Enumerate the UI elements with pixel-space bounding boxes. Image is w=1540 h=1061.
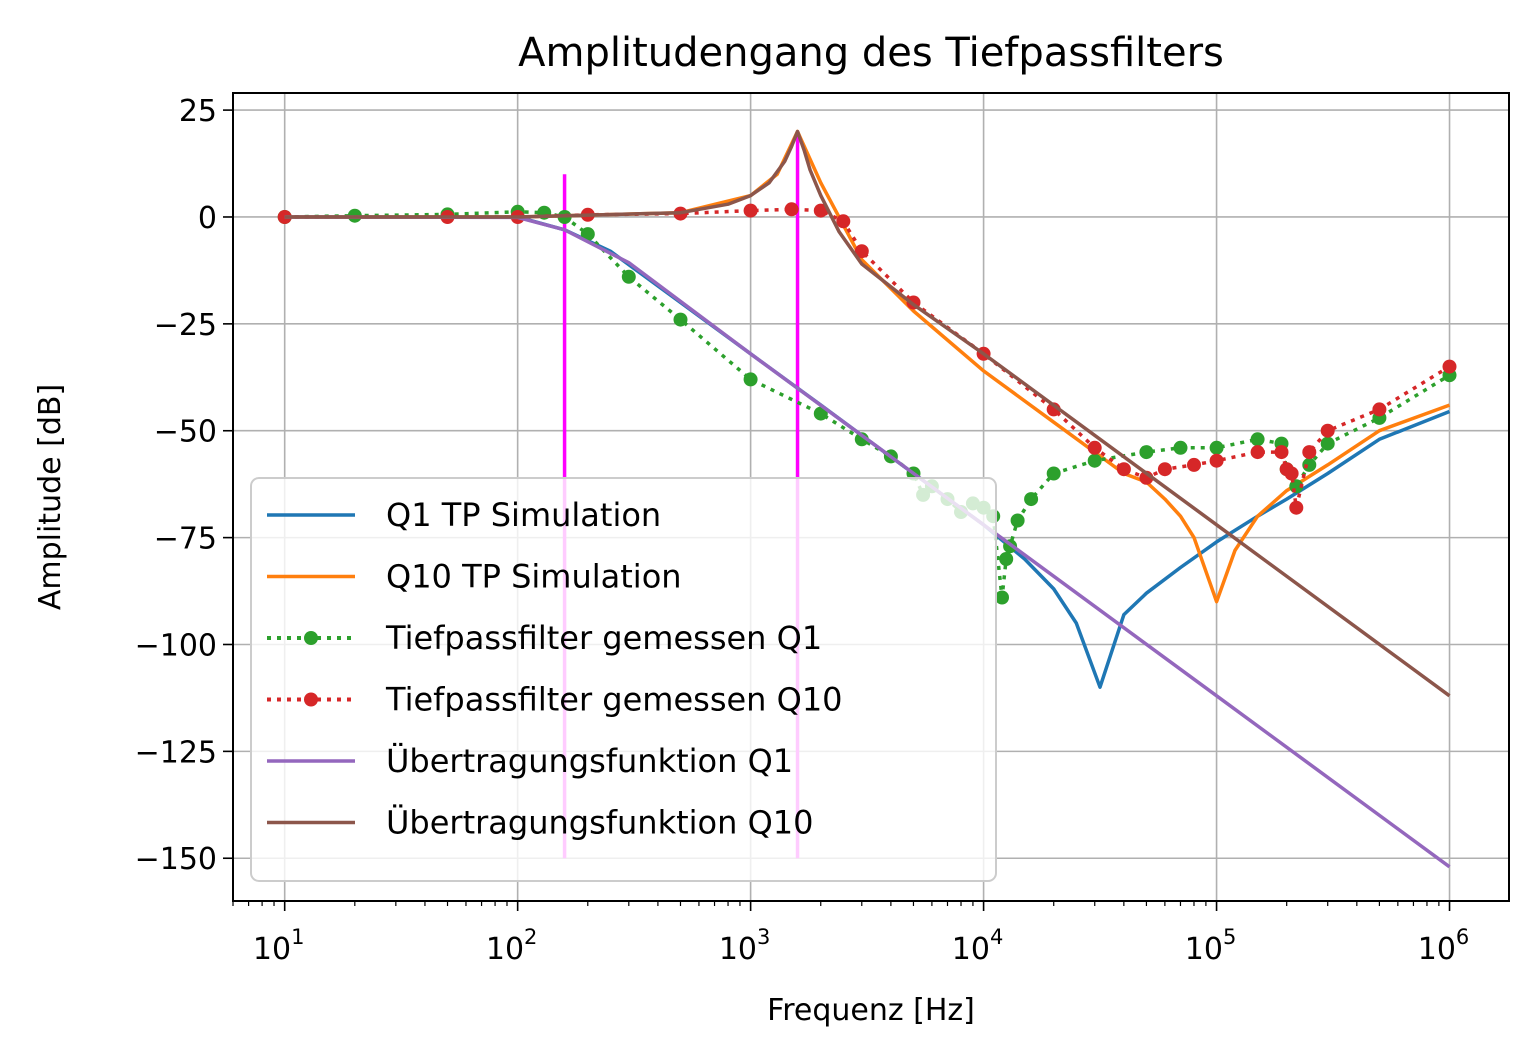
data-point [1046, 466, 1061, 481]
series-6 [284, 129, 1451, 698]
x-tick-label: 102 [486, 925, 538, 967]
data-point [1209, 453, 1224, 468]
data-point [1284, 466, 1299, 481]
data-point [1442, 359, 1457, 374]
y-tick-label: −125 [135, 735, 217, 770]
legend-label: Übertragungsfunktion Q1 [386, 742, 793, 780]
legend-item: Q10 TP Simulation [267, 558, 682, 596]
data-point [1087, 440, 1102, 455]
data-point [673, 312, 688, 327]
data-point [1302, 445, 1317, 460]
legend-item: Übertragungsfunktion Q10 [267, 804, 813, 842]
legend-item: Q1 TP Simulation [267, 496, 661, 534]
data-point [1289, 500, 1304, 515]
x-tick-label: 106 [1418, 925, 1470, 967]
legend-item: Übertragungsfunktion Q1 [267, 742, 793, 780]
data-point [1139, 445, 1154, 460]
data-point [1372, 402, 1387, 417]
axis-ticks: 101 102 103 104 105 106 25 0 −25 −50 −75 −100 −125 −1… [135, 94, 1470, 967]
data-point [1157, 462, 1172, 477]
data-point [784, 202, 799, 217]
legend-label: Übertragungsfunktion Q10 [386, 804, 813, 842]
data-point [1116, 462, 1131, 477]
data-point [1320, 436, 1335, 451]
x-tick-label: 101 [253, 925, 305, 967]
legend-item: Tiefpassfilter gemessen Q1 [267, 619, 822, 657]
y-tick-label: 25 [179, 94, 217, 129]
data-point [1250, 432, 1265, 447]
y-axis-label: Amplitude [dB] [33, 384, 68, 610]
legend-marker [304, 631, 318, 645]
data-point [854, 244, 869, 259]
y-tick-label: 0 [198, 201, 217, 236]
series-group [277, 129, 1457, 869]
legend: Q1 TP Simulation Q10 TP Simulation Tiefpas… [250, 477, 997, 882]
legend-label: Q1 TP Simulation [386, 496, 661, 534]
data-point [1302, 457, 1317, 472]
data-point [1209, 440, 1224, 455]
legend-label: Tiefpassfilter gemessen Q10 [385, 681, 843, 719]
data-point [580, 227, 595, 242]
data-point [1250, 445, 1265, 460]
y-tick-label: −100 [135, 628, 217, 663]
series-4 [277, 202, 1457, 515]
plot-frame [232, 92, 1510, 902]
data-point [1187, 457, 1201, 472]
legend-label: Q10 TP Simulation [386, 558, 682, 596]
data-point [836, 214, 851, 229]
data-point [1274, 445, 1289, 460]
data-point [999, 552, 1014, 566]
y-tick-label: −25 [154, 308, 217, 343]
data-point [1024, 492, 1039, 507]
data-point [743, 372, 758, 387]
legend-label: Tiefpassfilter gemessen Q1 [385, 619, 822, 657]
legend-marker [304, 692, 318, 707]
legend-item: Tiefpassfilter gemessen Q10 [267, 681, 843, 719]
series-line [284, 207, 1451, 509]
x-tick-label: 103 [719, 925, 771, 967]
y-tick-label: −150 [135, 842, 217, 877]
y-tick-label: −50 [154, 415, 217, 450]
data-point [1010, 513, 1025, 528]
data-point [621, 269, 636, 284]
data-point [1087, 453, 1102, 468]
y-tick-label: −75 [154, 522, 217, 557]
series-line [284, 129, 1451, 698]
data-point [1173, 440, 1188, 455]
x-axis-label: Frequenz [Hz] [767, 993, 975, 1028]
legend-box [250, 477, 997, 882]
series-line [284, 215, 1451, 869]
series-line [284, 210, 1451, 598]
x-tick-label: 105 [1185, 925, 1237, 967]
data-point [813, 406, 828, 421]
data-point [813, 203, 828, 218]
x-tick-label: 104 [952, 925, 1004, 967]
chart-title: Amplitudengang des Tiefpassfilters [518, 30, 1224, 76]
data-point [854, 432, 869, 447]
data-point [1320, 423, 1335, 438]
data-point [743, 203, 758, 218]
series-5 [284, 215, 1451, 869]
data-point [995, 590, 1009, 605]
